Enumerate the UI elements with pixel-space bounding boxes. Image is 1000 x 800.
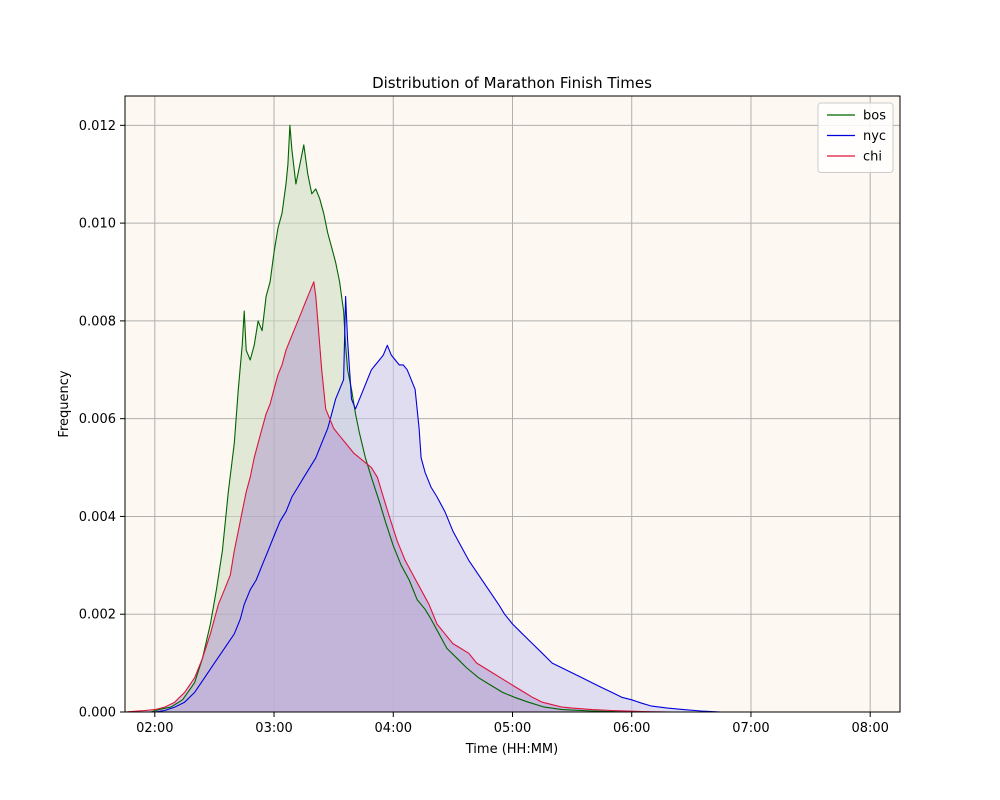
x-tick-label: 05:00 [494, 721, 531, 736]
x-tick-label: 03:00 [255, 721, 292, 736]
y-tick-label: 0.002 [79, 608, 116, 623]
series-line-bos [125, 124, 900, 713]
legend-label-nyc: nyc [863, 129, 886, 144]
y-tick-label: 0.008 [79, 314, 116, 329]
y-tick-label: 0.004 [79, 510, 116, 525]
x-tick-label: 06:00 [613, 721, 650, 736]
x-tick-label: 04:00 [375, 721, 412, 736]
y-tick-label: 0.010 [79, 217, 116, 232]
y-axis-label: Frequency [57, 370, 72, 437]
y-tick-label: 0.000 [79, 706, 116, 721]
legend-label-bos: bos [863, 109, 886, 124]
x-tick-label: 07:00 [732, 721, 769, 736]
legend-label-chi: chi [863, 150, 882, 165]
series-fills [125, 125, 900, 713]
series-area-chi [125, 281, 900, 712]
legend: bos nyc chi [817, 102, 894, 173]
series-lines [124, 124, 900, 713]
chart-title: Distribution of Marathon Finish Times [372, 74, 652, 92]
y-tick-label: 0.006 [79, 412, 116, 427]
x-axis-label: Time (HH:MM) [465, 742, 558, 757]
series-line-nyc [125, 295, 900, 713]
series-line-chi [124, 281, 900, 713]
y-axis-ticks: 0.000 0.002 0.004 0.006 0.008 0.010 0.012 [79, 119, 125, 721]
legend-box [817, 102, 894, 173]
x-axis-ticks: 02:00 03:00 04:00 05:00 06:00 07:00 08:00 [136, 712, 889, 736]
x-tick-label: 08:00 [851, 721, 888, 736]
x-tick-label: 02:00 [136, 721, 173, 736]
y-tick-label: 0.012 [79, 119, 116, 134]
